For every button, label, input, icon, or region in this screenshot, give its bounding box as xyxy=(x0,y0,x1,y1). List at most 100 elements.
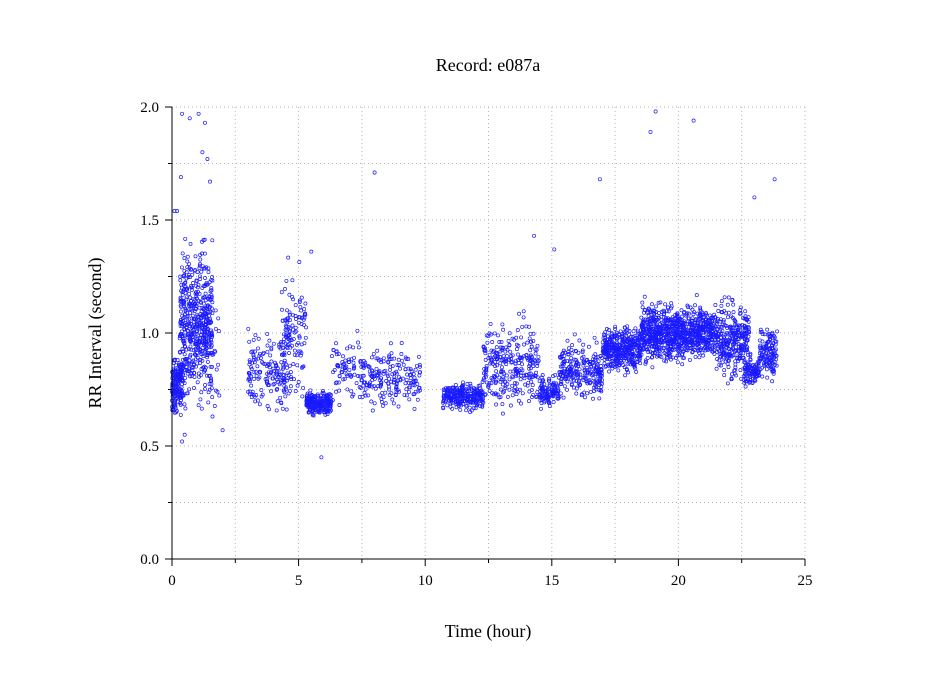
data-point xyxy=(407,385,412,390)
data-point xyxy=(417,370,422,375)
data-point xyxy=(685,345,690,350)
data-point xyxy=(574,349,579,354)
data-point xyxy=(747,326,751,331)
data-point xyxy=(516,352,520,357)
data-point xyxy=(298,305,303,310)
data-point xyxy=(627,329,632,333)
data-point xyxy=(274,408,279,413)
data-point xyxy=(502,359,507,364)
data-point xyxy=(764,344,769,349)
data-point xyxy=(618,329,623,334)
data-point xyxy=(488,361,493,366)
data-point xyxy=(301,364,306,369)
data-point xyxy=(282,358,287,363)
data-point xyxy=(654,347,659,352)
data-point xyxy=(766,354,770,358)
data-point xyxy=(481,345,486,350)
data-point xyxy=(768,349,773,354)
data-point xyxy=(176,389,181,394)
data-point xyxy=(487,381,492,386)
data-point xyxy=(689,321,694,326)
data-point xyxy=(200,295,205,300)
data-point xyxy=(539,387,544,392)
data-point xyxy=(699,338,704,343)
data-point xyxy=(724,330,729,335)
data-point xyxy=(395,363,400,367)
data-point xyxy=(441,406,446,411)
data-point xyxy=(181,274,186,278)
data-point xyxy=(214,367,219,372)
data-point xyxy=(324,397,329,402)
data-point xyxy=(293,303,298,308)
data-point xyxy=(209,376,213,381)
data-point xyxy=(528,355,533,360)
data-point xyxy=(490,358,495,363)
data-point xyxy=(299,295,304,300)
data-point xyxy=(487,388,492,393)
data-point xyxy=(279,369,284,374)
data-point xyxy=(281,345,286,350)
data-point xyxy=(290,323,295,328)
data-point xyxy=(484,366,489,371)
data-point xyxy=(199,390,204,395)
data-point xyxy=(318,408,323,413)
data-point xyxy=(393,392,398,397)
data-point xyxy=(198,257,203,262)
data-point xyxy=(339,370,344,374)
data-point xyxy=(256,336,261,341)
data-point xyxy=(641,324,646,329)
data-point xyxy=(200,322,204,327)
data-point xyxy=(356,340,361,345)
data-point xyxy=(286,316,291,321)
data-point xyxy=(279,290,284,295)
data-point xyxy=(206,400,211,405)
data-point xyxy=(267,365,272,370)
data-point xyxy=(385,373,390,378)
data-point xyxy=(284,334,289,339)
data-point xyxy=(181,393,186,398)
data-point xyxy=(547,401,552,405)
data-point xyxy=(465,403,470,408)
data-point xyxy=(498,387,503,392)
data-point xyxy=(506,338,511,343)
data-point xyxy=(762,332,767,337)
data-point xyxy=(291,313,296,318)
data-point xyxy=(510,393,515,398)
data-point xyxy=(209,330,214,335)
data-point xyxy=(584,373,589,378)
data-point xyxy=(665,356,670,361)
data-point xyxy=(704,330,709,335)
x-tick-label: 20 xyxy=(671,573,686,589)
data-point xyxy=(278,372,283,377)
data-point xyxy=(607,369,612,374)
data-point xyxy=(269,345,274,350)
data-point xyxy=(554,391,559,396)
data-point xyxy=(644,347,649,352)
data-point xyxy=(581,363,586,368)
data-point xyxy=(757,351,762,356)
data-point xyxy=(354,381,359,386)
data-point xyxy=(206,339,211,343)
data-point xyxy=(192,385,196,390)
data-point xyxy=(712,352,717,356)
data-point xyxy=(178,274,183,279)
data-point xyxy=(392,375,397,380)
data-point xyxy=(298,349,303,354)
data-point xyxy=(646,314,651,319)
data-point xyxy=(256,346,260,351)
data-point xyxy=(212,348,217,353)
data-point xyxy=(380,403,385,408)
data-point xyxy=(199,320,204,325)
data-point xyxy=(620,337,625,342)
data-point xyxy=(568,369,573,373)
data-point xyxy=(247,362,252,367)
data-point xyxy=(394,371,399,376)
data-point xyxy=(281,366,286,371)
data-point xyxy=(608,363,613,368)
data-point xyxy=(404,377,409,382)
data-point xyxy=(457,399,462,404)
data-point xyxy=(210,300,215,305)
data-point xyxy=(202,266,206,271)
data-point xyxy=(530,383,535,388)
data-point xyxy=(745,345,750,350)
